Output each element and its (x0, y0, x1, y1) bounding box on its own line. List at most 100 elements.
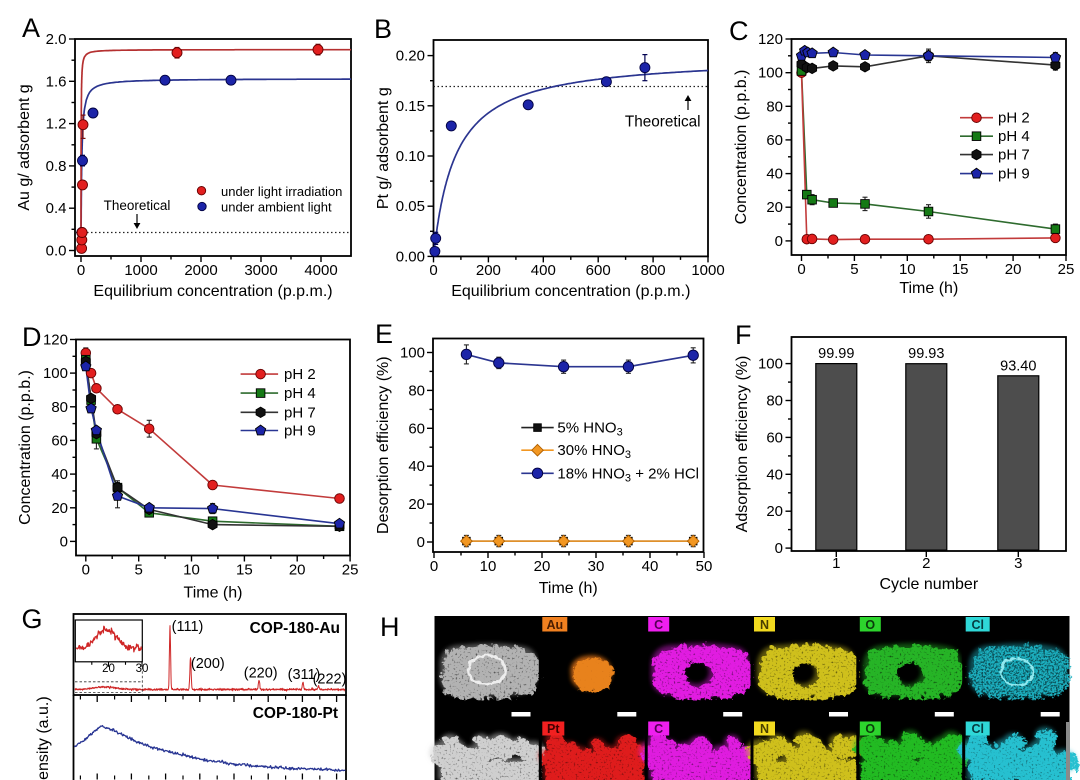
svg-text:20: 20 (408, 496, 425, 513)
svg-text:0.0: 0.0 (46, 243, 67, 260)
svg-text:4000: 4000 (304, 262, 337, 279)
svg-text:Concentration (p.p.b.): Concentration (p.p.b.) (733, 70, 750, 225)
svg-text:under light irradiation: under light irradiation (221, 184, 342, 199)
svg-text:100: 100 (758, 356, 783, 373)
svg-text:3: 3 (1014, 555, 1022, 572)
svg-text:0: 0 (429, 262, 437, 279)
svg-text:under ambient light: under ambient light (221, 200, 332, 215)
svg-text:Au: Au (546, 618, 563, 632)
svg-text:C: C (729, 16, 749, 46)
svg-text:0.20: 0.20 (396, 48, 425, 65)
svg-text:Time (h): Time (h) (899, 280, 958, 297)
svg-text:100: 100 (43, 365, 68, 382)
svg-text:2: 2 (922, 555, 930, 572)
svg-text:Theoretical: Theoretical (104, 198, 171, 213)
svg-text:O: O (865, 618, 875, 632)
svg-text:1: 1 (832, 555, 840, 572)
svg-text:pH 9: pH 9 (998, 166, 1030, 183)
svg-text:50: 50 (696, 558, 713, 575)
svg-text:20: 20 (766, 503, 783, 520)
svg-text:80: 80 (51, 399, 68, 416)
svg-text:0: 0 (82, 562, 90, 579)
svg-text:60: 60 (766, 132, 783, 149)
svg-text:1000: 1000 (691, 262, 724, 279)
svg-text:B: B (374, 14, 392, 44)
svg-text:Equilibrium concentration (p.p: Equilibrium concentration (p.p.m.) (451, 283, 690, 300)
svg-text:20: 20 (534, 558, 551, 575)
svg-text:(111): (111) (172, 619, 204, 635)
svg-text:0.15: 0.15 (396, 98, 425, 115)
svg-text:15: 15 (236, 562, 253, 579)
svg-text:0.4: 0.4 (46, 200, 67, 217)
svg-text:0: 0 (60, 533, 68, 550)
svg-text:99.99: 99.99 (818, 346, 854, 362)
svg-text:0.00: 0.00 (396, 248, 425, 265)
svg-text:H: H (380, 612, 400, 642)
svg-text:120: 120 (43, 332, 68, 349)
svg-text:Theoretical: Theoretical (625, 114, 701, 131)
svg-text:1.2: 1.2 (46, 116, 67, 133)
svg-text:0.10: 0.10 (396, 148, 425, 165)
svg-text:200: 200 (476, 262, 501, 279)
svg-text:Pt g/ adsorbent g: Pt g/ adsorbent g (375, 87, 392, 209)
svg-text:40: 40 (408, 458, 425, 475)
svg-text:5: 5 (850, 261, 858, 278)
svg-text:pH 4: pH 4 (998, 128, 1030, 145)
svg-text:N: N (760, 618, 769, 632)
svg-text:0: 0 (77, 262, 85, 279)
svg-text:N: N (760, 722, 769, 736)
svg-text:1000: 1000 (124, 262, 157, 279)
svg-text:400: 400 (531, 262, 556, 279)
svg-text:pH 7: pH 7 (998, 147, 1030, 164)
svg-text:(311): (311) (288, 667, 321, 683)
svg-text:C: C (654, 618, 663, 632)
svg-text:60: 60 (766, 429, 783, 446)
svg-text:0.05: 0.05 (396, 198, 425, 215)
svg-text:80: 80 (408, 382, 425, 399)
svg-text:3000: 3000 (244, 262, 277, 279)
svg-text:pH 2: pH 2 (284, 366, 316, 383)
svg-text:C: C (654, 722, 663, 736)
svg-text:Intensity (a.u.): Intensity (a.u.) (35, 696, 52, 780)
svg-text:pH 7: pH 7 (284, 404, 316, 421)
svg-text:60: 60 (51, 432, 68, 449)
svg-text:(220): (220) (244, 666, 278, 682)
svg-text:15: 15 (952, 261, 969, 278)
svg-text:30% HNO3: 30% HNO3 (557, 442, 631, 461)
svg-text:0: 0 (797, 261, 805, 278)
svg-text:0: 0 (430, 558, 438, 575)
svg-text:2000: 2000 (184, 262, 217, 279)
svg-text:E: E (375, 319, 393, 349)
svg-text:600: 600 (586, 262, 611, 279)
svg-text:20: 20 (102, 663, 115, 675)
svg-text:80: 80 (766, 98, 783, 115)
svg-text:Pt: Pt (547, 722, 560, 736)
svg-text:20: 20 (1005, 261, 1022, 278)
svg-text:(222): (222) (313, 672, 347, 688)
svg-text:10: 10 (480, 558, 497, 575)
svg-text:120: 120 (758, 31, 783, 48)
svg-text:COP-180-Pt: COP-180-Pt (253, 705, 338, 722)
svg-text:Cycle number: Cycle number (879, 576, 978, 593)
svg-text:Equilibrium concentration (p.p: Equilibrium concentration (p.p.m.) (93, 283, 332, 300)
svg-text:pH 9: pH 9 (284, 423, 316, 440)
svg-text:(200): (200) (191, 656, 225, 672)
svg-text:40: 40 (766, 166, 783, 183)
svg-text:0: 0 (775, 233, 783, 250)
svg-text:COP-180-Au: COP-180-Au (250, 620, 340, 637)
svg-text:F: F (735, 320, 752, 350)
svg-text:0: 0 (417, 534, 425, 551)
svg-text:30: 30 (588, 558, 605, 575)
svg-text:800: 800 (641, 262, 666, 279)
svg-text:A: A (22, 13, 40, 43)
svg-text:D: D (22, 322, 42, 352)
svg-text:18% HNO3 + 2% HCl: 18% HNO3 + 2% HCl (557, 465, 699, 484)
svg-text:40: 40 (642, 558, 659, 575)
svg-text:Concentration (p.p.b.): Concentration (p.p.b.) (17, 370, 34, 525)
svg-text:20: 20 (51, 500, 68, 517)
svg-text:Adsorption efficiency (%): Adsorption efficiency (%) (734, 356, 751, 533)
svg-text:Cl: Cl (971, 618, 984, 632)
svg-text:2.0: 2.0 (46, 31, 67, 48)
svg-text:10: 10 (899, 261, 916, 278)
svg-text:G: G (22, 604, 43, 634)
